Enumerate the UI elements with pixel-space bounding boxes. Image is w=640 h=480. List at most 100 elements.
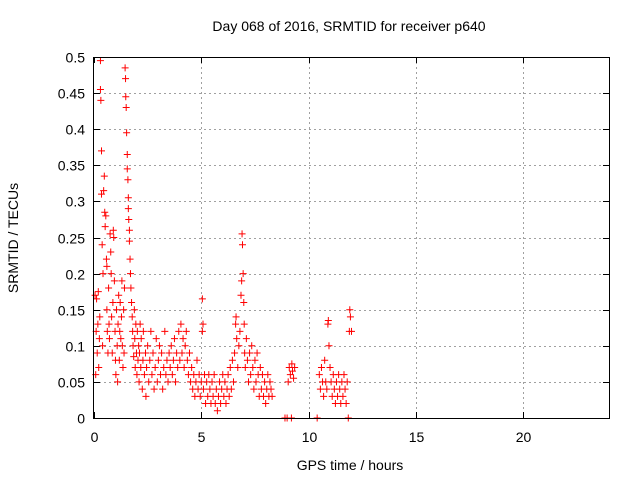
data-point [167,342,175,350]
data-point [178,349,186,357]
data-point [181,342,189,350]
data-point [196,392,204,400]
data-point [100,187,108,195]
data-point [210,371,218,379]
data-point [133,327,141,335]
data-point [284,378,292,386]
data-point [102,255,110,263]
data-point [222,400,230,408]
data-point [96,57,104,65]
data-point [110,277,118,285]
y-tick-label: 0.5 [66,50,86,66]
data-point [93,295,101,303]
data-point [98,147,106,155]
data-point [168,371,176,379]
data-point [131,335,139,343]
data-point [266,378,274,386]
data-point [124,205,132,213]
data-point [346,306,354,314]
data-point [125,215,133,223]
data-point [103,262,111,270]
data-point [233,335,241,343]
data-point [108,349,116,357]
data-point [238,241,246,249]
data-point [170,335,178,343]
data-point [125,226,133,234]
data-point [103,306,111,314]
data-point [163,356,171,364]
data-point [193,356,201,364]
data-point [115,356,123,364]
x-tick-label: 5 [198,429,206,445]
data-point [343,378,351,386]
data-point [235,342,243,350]
data-point [241,363,249,371]
data-point [147,327,155,335]
data-point [169,356,177,364]
data-point [151,363,159,371]
data-point [97,96,105,104]
data-point [116,298,124,306]
data-point [99,342,107,350]
data-point [135,342,143,350]
data-point [249,363,257,371]
data-point [155,342,163,350]
data-point [160,363,168,371]
data-point [232,320,240,328]
data-point [240,320,248,328]
data-point [113,306,121,314]
data-point [262,400,270,408]
data-point [126,255,134,263]
data-point [179,335,187,343]
data-point [176,356,184,364]
data-point [199,320,207,328]
data-point [250,385,258,393]
data-point [115,291,123,299]
data-point [142,392,150,400]
data-point [105,320,113,328]
data-point [226,363,234,371]
data-point [256,363,264,371]
data-point [101,223,109,231]
data-point [325,342,333,350]
data-point [123,129,131,137]
data-point [206,385,214,393]
data-point [208,378,216,386]
data-point [221,378,229,386]
data-point [158,349,166,357]
data-point [317,363,325,371]
data-point [144,342,152,350]
data-point [234,363,242,371]
data-point [142,349,149,357]
data-point [137,335,145,343]
y-tick-label: 0.4 [66,122,86,138]
data-point [139,327,147,335]
data-point [339,392,347,400]
data-point [143,363,151,371]
data-point [126,270,134,278]
data-point [326,363,334,371]
data-point [128,313,136,321]
data-point [177,320,185,328]
data-point [94,320,102,328]
y-tick-label: 0.45 [58,86,85,102]
data-point [290,374,298,382]
data-point [316,385,324,393]
y-tick-label: 0 [77,411,85,427]
plot-frame [93,57,610,419]
data-point [166,363,174,371]
data-point [242,335,250,343]
axis-ticks [94,57,609,419]
data-point [130,353,138,361]
data-point [107,270,115,278]
data-point [98,241,106,249]
data-point [239,270,247,278]
data-point [109,226,117,234]
data-point [149,349,157,357]
data-point [120,349,128,357]
x-axis-label: GPS time / hours [297,457,404,473]
data-point [253,349,261,357]
data-points [91,57,355,422]
data-point [247,371,255,379]
